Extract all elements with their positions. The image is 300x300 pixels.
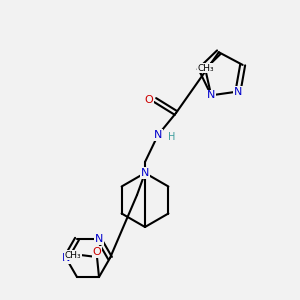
Text: N: N <box>234 86 242 97</box>
Text: N: N <box>62 253 70 263</box>
Text: H: H <box>168 132 176 142</box>
Text: O: O <box>145 95 153 105</box>
Text: N: N <box>95 234 103 244</box>
Text: N: N <box>207 90 215 100</box>
Text: CH₃: CH₃ <box>198 64 214 73</box>
Text: N: N <box>154 130 162 140</box>
Text: N: N <box>141 168 149 178</box>
Text: CH₃: CH₃ <box>65 250 81 260</box>
Text: O: O <box>93 247 101 257</box>
